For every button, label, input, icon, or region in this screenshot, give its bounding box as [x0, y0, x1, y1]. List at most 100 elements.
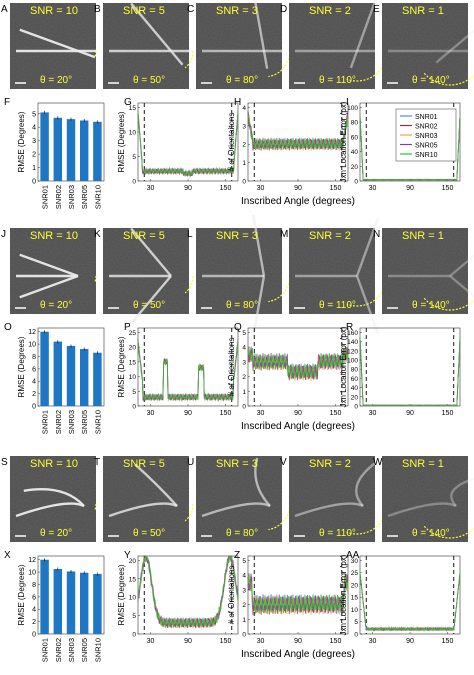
plot-xtick-label: 30 — [369, 185, 377, 192]
series-line — [247, 346, 349, 380]
legend: SNR01 SNR02 SNR03 SNR05 SNR10 — [395, 108, 457, 162]
plot-ylabel: Jxn Location Error (px) — [339, 101, 348, 182]
series-line — [359, 572, 461, 632]
panel-letter: X — [4, 550, 11, 561]
bar-category-label: SNR03 — [67, 185, 76, 209]
legend-entry: SNR01 — [415, 114, 438, 121]
bar-chart: F 0 1 2 3 4 5 RMSE (Degrees) SNR01 SNR02 SNR03 SNR0… — [4, 97, 105, 209]
series-line — [359, 572, 461, 632]
plot-ytick-label: 0 — [242, 632, 246, 639]
plot-ytick-label: 20 — [129, 345, 137, 352]
panel-letter: F — [4, 97, 10, 108]
bar — [79, 349, 89, 406]
image-panel: SNR = 1 θ = 140° — [382, 3, 474, 89]
bar-ytick-label: 4 — [32, 607, 36, 614]
panel-letter: H — [234, 97, 241, 108]
plot-xtick-label: 30 — [257, 185, 265, 192]
bar-category-label: SNR02 — [54, 410, 63, 434]
plot-ytick-label: 100 — [347, 105, 358, 112]
snr-label: SNR = 3 — [216, 458, 258, 470]
panel-letter: N — [373, 229, 380, 240]
plot-xtick-label: 150 — [442, 185, 454, 192]
series-line — [359, 114, 461, 181]
plot-ytick-label: 0 — [354, 404, 358, 411]
plot-ytick-label: 4 — [242, 573, 246, 580]
plot-ytick-label: 10 — [129, 595, 137, 602]
legend-entry: SNR02 — [415, 124, 438, 131]
bar — [79, 120, 89, 181]
plot-ylabel: # of Orientaitons — [227, 113, 236, 172]
bar-ytick-label: 6 — [32, 594, 36, 601]
bar — [66, 571, 76, 634]
plot-ytick-label: 15 — [129, 105, 137, 112]
snr-label: SNR = 5 — [123, 458, 165, 470]
panel-letter: Y — [124, 550, 131, 561]
bar — [66, 119, 76, 181]
bar-ytick-label: 12 — [28, 329, 36, 336]
filament-curve — [108, 502, 178, 518]
plot-xtick-label: 30 — [147, 410, 155, 417]
plot-ytick-label: 160 — [347, 330, 358, 337]
plot-ytick-label: 60 — [351, 376, 359, 383]
bar-category-label: SNR05 — [80, 638, 89, 662]
theta-label: θ = 50° — [133, 75, 165, 86]
image-panel: SNR = 2 θ = 110° — [289, 0, 388, 89]
filament-line — [130, 2, 184, 66]
bar-category-label: SNR05 — [80, 410, 89, 434]
series-line — [137, 112, 239, 177]
plot-ytick-label: 5 — [242, 330, 246, 337]
plot-xtick-label: 30 — [369, 638, 377, 645]
filament-curve — [294, 502, 364, 518]
plot-xtick-label: 30 — [147, 185, 155, 192]
bar-ytick-label: 0 — [32, 179, 36, 186]
series-line — [137, 554, 239, 629]
plot-ytick-label: 1 — [242, 160, 246, 167]
angle-arc — [94, 50, 97, 58]
series-line — [137, 110, 239, 178]
series-line — [247, 573, 349, 614]
series-line — [359, 572, 461, 632]
angle-arc — [268, 50, 291, 78]
filament-line — [355, 217, 380, 277]
bar-ylabel: RMSE (Degrees) — [17, 564, 26, 625]
plot-xtick-label: 150 — [330, 185, 342, 192]
bar-category-label: SNR02 — [54, 185, 63, 209]
filament-curve — [134, 463, 178, 507]
plot-ylabel: RMSE (Degrees) — [117, 336, 126, 397]
plot-ytick-label: 10 — [129, 129, 137, 136]
series-line — [247, 346, 349, 381]
theta-label: θ = 110° — [319, 75, 356, 86]
panel-letter: L — [187, 229, 193, 240]
legend-entry: SNR05 — [415, 143, 438, 150]
image-noise — [196, 3, 282, 89]
bar-ytick-label: 10 — [28, 570, 36, 577]
image-noise — [103, 456, 189, 542]
series-line — [137, 341, 239, 402]
plot-ytick-label: 10 — [351, 607, 359, 614]
image-panel: SNR = 5 θ = 50° — [103, 227, 194, 325]
plot-ytick-label: 4 — [242, 345, 246, 352]
plot-ytick-label: 5 — [132, 154, 136, 161]
theta-label: θ = 140° — [412, 75, 450, 86]
filament-line — [130, 227, 172, 277]
plot-ytick-label: 3 — [242, 587, 246, 594]
bar — [53, 117, 63, 181]
image-panel: SNR = 10 θ = 20° — [10, 3, 97, 89]
plot-ytick-label: 40 — [351, 385, 359, 392]
bar — [40, 559, 49, 634]
plot-ytick-label: 25 — [129, 330, 137, 337]
panel-letter: P — [124, 322, 131, 333]
image-panel: SNR = 3 θ = 80° — [196, 456, 291, 542]
snr-label: SNR = 10 — [30, 230, 78, 242]
plot-ylabel: # of Orientaitons — [227, 566, 236, 625]
panel-letter: J — [1, 229, 6, 240]
plot-ytick-label: 60 — [351, 134, 359, 141]
image-panel: SNR = 3 θ = 80° — [196, 214, 291, 338]
bar-category-label: SNR02 — [54, 638, 63, 662]
plot-xtick-label: 150 — [220, 410, 232, 417]
image-noise — [289, 228, 375, 314]
panel-letter: AA — [346, 550, 360, 561]
plot-xtick-label: 30 — [257, 410, 265, 417]
